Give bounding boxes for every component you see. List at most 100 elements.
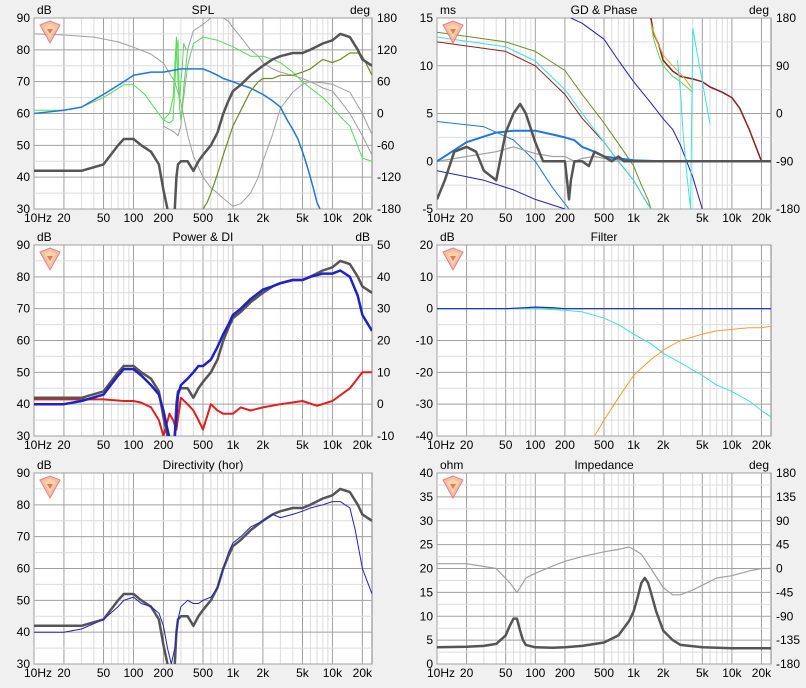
chart-spl: 30 40 50 60 70 80 90 -180 -120 -60 0 60 120 180 10Hz 20… xyxy=(17,3,402,225)
y2-tick-label: -180 xyxy=(377,202,401,216)
y-tick-label: 50 xyxy=(17,365,31,379)
x-tick-label: 20k xyxy=(353,438,373,452)
y-tick-label: 30 xyxy=(17,429,31,443)
x-tick-label: 500 xyxy=(193,438,213,452)
series-line-0 xyxy=(34,487,372,664)
y2-tick-label: -120 xyxy=(377,170,401,184)
x-tick-label: 20 xyxy=(57,666,71,680)
y-tick-label: 25 xyxy=(420,538,434,552)
y2-tick-label: 120 xyxy=(377,43,397,57)
y-tick-label: 70 xyxy=(17,75,31,89)
y-tick-label: 40 xyxy=(17,397,31,411)
y-tick-label: 30 xyxy=(17,202,31,216)
logo-icon xyxy=(442,20,464,45)
logo-icon xyxy=(442,247,464,272)
y-tick-label: 60 xyxy=(17,562,31,576)
y-tick-label: 15 xyxy=(420,11,434,25)
series-line-2 xyxy=(437,36,652,209)
y-tick-label: 50 xyxy=(17,593,31,607)
x-tick-label: 20 xyxy=(460,211,474,225)
y2-tick-label: -10 xyxy=(377,429,395,443)
series-group xyxy=(437,306,771,436)
x-tick-label: 500 xyxy=(193,211,213,225)
x-tick-label: 50 xyxy=(97,211,111,225)
y-tick-label: 30 xyxy=(420,514,434,528)
x-tick-label: 20 xyxy=(57,438,71,452)
y-tick-label: -10 xyxy=(416,334,434,348)
y-tick-label: 40 xyxy=(17,625,31,639)
y-tick-label: 10 xyxy=(420,270,434,284)
x-tick-label: 5k xyxy=(296,438,310,452)
x-tick-label: 2k xyxy=(257,211,271,225)
series-line-3 xyxy=(163,36,187,121)
x-tick-label: 100 xyxy=(525,438,545,452)
y2-tick-label: -180 xyxy=(776,202,800,216)
y2-tick-label: 30 xyxy=(377,302,391,316)
y-tick-label: -20 xyxy=(416,365,434,379)
left-unit-label: ohm xyxy=(440,458,463,472)
x-tick-label: 200 xyxy=(153,211,173,225)
chart-title: Directivity (hor) xyxy=(163,458,244,472)
y-tick-label: 50 xyxy=(17,138,31,152)
left-unit-label: dB xyxy=(37,230,52,244)
x-tick-label: 20k xyxy=(752,666,772,680)
series-line-1 xyxy=(437,308,771,418)
x-tick-label: 10k xyxy=(323,666,343,680)
x-tick-label: 2k xyxy=(257,438,271,452)
y-tick-label: 40 xyxy=(17,170,31,184)
x-tick-label: 10Hz xyxy=(24,211,52,225)
chart-title: GD & Phase xyxy=(571,3,638,17)
x-tick-label: 20 xyxy=(460,666,474,680)
y2-tick-label: 50 xyxy=(377,238,391,252)
y-tick-label: 0 xyxy=(426,154,433,168)
x-tick-label: 200 xyxy=(153,438,173,452)
x-tick-label: 1k xyxy=(227,666,241,680)
x-tick-label: 10Hz xyxy=(427,438,455,452)
logo-icon xyxy=(39,247,61,272)
y-tick-label: 90 xyxy=(17,11,31,25)
y-tick-label: 10 xyxy=(420,59,434,73)
series-line-9 xyxy=(677,28,711,209)
y2-tick-label: 20 xyxy=(377,334,391,348)
y-tick-label: 5 xyxy=(426,107,433,121)
x-tick-label: 10k xyxy=(722,211,742,225)
x-tick-label: 5k xyxy=(696,438,710,452)
y-tick-label: 40 xyxy=(420,466,434,480)
series-line-0 xyxy=(437,31,652,209)
y-tick-label: 60 xyxy=(17,107,31,121)
series-line-3 xyxy=(437,306,771,310)
x-tick-label: 50 xyxy=(97,666,111,680)
series-line-2 xyxy=(594,325,771,436)
y-tick-label: 0 xyxy=(426,302,433,316)
series-line-6 xyxy=(34,32,372,209)
x-tick-label: 1k xyxy=(227,211,241,225)
x-tick-label: 5k xyxy=(296,211,310,225)
x-tick-label: 50 xyxy=(499,666,513,680)
right-unit-label: deg xyxy=(749,3,769,17)
chart-gd: -5 0 5 10 15 -180 -90 0 90 180 10Hz 20 50 100 200 500 1k… xyxy=(420,3,801,225)
y-tick-label: 90 xyxy=(17,466,31,480)
y-tick-label: 80 xyxy=(17,498,31,512)
series-group xyxy=(34,487,372,664)
left-unit-label: ms xyxy=(440,3,456,17)
x-tick-label: 100 xyxy=(123,211,143,225)
series-group xyxy=(34,259,372,436)
x-tick-label: 200 xyxy=(153,666,173,680)
x-tick-label: 200 xyxy=(555,438,575,452)
grid xyxy=(436,244,771,437)
y-tick-label: 20 xyxy=(420,562,434,576)
y-tick-label: 20 xyxy=(420,238,434,252)
y-tick-label: 30 xyxy=(17,657,31,671)
y2-tick-label: 135 xyxy=(776,490,796,504)
y2-tick-label: 0 xyxy=(776,107,783,121)
y2-tick-label: 10 xyxy=(377,365,391,379)
y2-tick-label: -180 xyxy=(776,657,800,671)
chart-power: 30 40 50 60 70 80 90 -10 0 10 20 30 40 50 10Hz 20 50 100 2… xyxy=(17,230,395,452)
grid xyxy=(436,472,771,665)
x-tick-label: 50 xyxy=(499,438,513,452)
x-tick-label: 200 xyxy=(555,211,575,225)
right-unit-label: deg xyxy=(350,3,370,17)
y-tick-label: 60 xyxy=(17,334,31,348)
series-line-4 xyxy=(34,68,321,209)
